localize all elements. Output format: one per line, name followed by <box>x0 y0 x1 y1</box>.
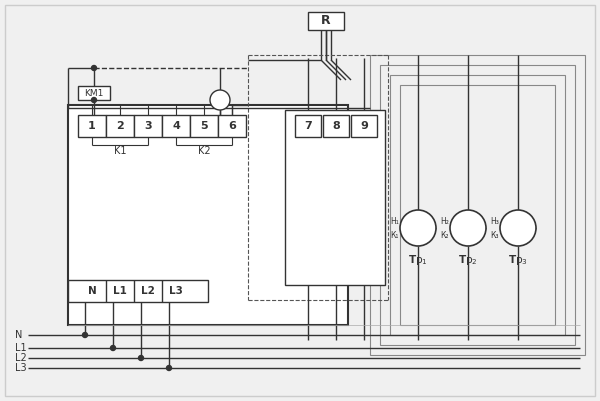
Text: L2: L2 <box>15 353 27 363</box>
Text: L1: L1 <box>113 286 127 296</box>
Text: N: N <box>88 286 97 296</box>
FancyBboxPatch shape <box>218 115 246 137</box>
Text: 4: 4 <box>172 121 180 131</box>
Text: L3: L3 <box>169 286 183 296</box>
Text: 1: 1 <box>88 121 96 131</box>
Text: L2: L2 <box>141 286 155 296</box>
Text: 3: 3 <box>144 121 152 131</box>
Text: 9: 9 <box>360 121 368 131</box>
Circle shape <box>83 332 88 338</box>
Circle shape <box>167 365 172 371</box>
FancyBboxPatch shape <box>68 280 208 302</box>
FancyBboxPatch shape <box>323 115 349 137</box>
Text: N: N <box>15 330 22 340</box>
Circle shape <box>139 356 143 360</box>
FancyBboxPatch shape <box>351 115 377 137</box>
Text: $\mathbf{T}$р$_2$: $\mathbf{T}$р$_2$ <box>458 253 478 267</box>
Text: Н₃: Н₃ <box>490 217 499 227</box>
FancyBboxPatch shape <box>134 115 162 137</box>
Text: 8: 8 <box>332 121 340 131</box>
Circle shape <box>91 65 97 71</box>
Text: К₃: К₃ <box>491 231 499 241</box>
Circle shape <box>110 346 115 350</box>
FancyBboxPatch shape <box>106 115 134 137</box>
Text: Н₂: Н₂ <box>440 217 449 227</box>
Circle shape <box>450 210 486 246</box>
Text: К₁: К₁ <box>391 231 399 241</box>
FancyBboxPatch shape <box>68 105 348 325</box>
Text: $\mathbf{T}$р$_1$: $\mathbf{T}$р$_1$ <box>408 253 428 267</box>
FancyBboxPatch shape <box>285 110 385 285</box>
FancyBboxPatch shape <box>78 115 106 137</box>
Text: 7: 7 <box>304 121 312 131</box>
FancyBboxPatch shape <box>78 86 110 100</box>
FancyBboxPatch shape <box>295 115 321 137</box>
Circle shape <box>91 97 97 103</box>
Text: K2: K2 <box>197 146 211 156</box>
Text: К₂: К₂ <box>440 231 449 241</box>
Text: K1: K1 <box>114 146 126 156</box>
Text: L1: L1 <box>15 343 26 353</box>
FancyBboxPatch shape <box>190 115 218 137</box>
Text: R: R <box>321 14 331 28</box>
FancyBboxPatch shape <box>308 12 344 30</box>
Circle shape <box>210 90 230 110</box>
Text: KM1: KM1 <box>85 89 104 97</box>
Text: 5: 5 <box>200 121 208 131</box>
Circle shape <box>500 210 536 246</box>
FancyBboxPatch shape <box>162 115 190 137</box>
Text: L3: L3 <box>15 363 26 373</box>
Text: $\mathbf{T}$р$_3$: $\mathbf{T}$р$_3$ <box>508 253 528 267</box>
Circle shape <box>400 210 436 246</box>
Text: 6: 6 <box>228 121 236 131</box>
Text: 2: 2 <box>116 121 124 131</box>
Text: Н₁: Н₁ <box>390 217 399 227</box>
